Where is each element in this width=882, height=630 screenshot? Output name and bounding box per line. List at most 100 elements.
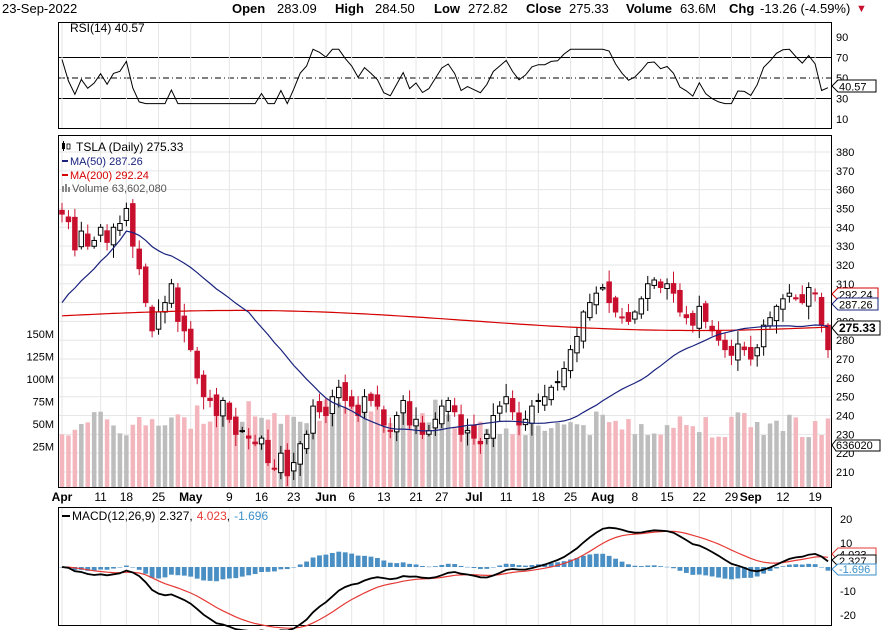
macd-hist-bar (394, 563, 400, 567)
candle-body (496, 405, 503, 414)
candle-body (490, 415, 497, 439)
volume-bar (587, 435, 593, 487)
macd-hist-bar (600, 553, 606, 567)
macd-hist-bar (181, 567, 187, 576)
ma200-legend: MA(200) 292.24 (70, 170, 149, 182)
macd-hist-bar (574, 557, 580, 567)
volume-bar (330, 400, 335, 487)
rsi-line (61, 48, 829, 105)
candle-body (760, 324, 767, 348)
high-value: 284.50 (375, 1, 415, 16)
svg-text:40.57: 40.57 (839, 82, 867, 94)
close-price-tag: 275.33 (831, 320, 881, 336)
candle-body (175, 287, 181, 322)
volume-legend: Volume 63,602,080 (72, 183, 167, 195)
volume-bar (291, 416, 296, 487)
volume-bar (555, 422, 560, 487)
macd-hist-bar (529, 564, 535, 567)
candle-body (239, 430, 245, 433)
volume-bar (349, 397, 354, 487)
macd-legend-signal: 4.023 (197, 509, 227, 523)
svg-text:636020: 636020 (836, 440, 873, 452)
volume-bar (491, 416, 496, 487)
volume-bar (188, 428, 193, 487)
macd-legend-sep1: , (189, 509, 192, 523)
candle-body (271, 467, 278, 470)
candle-body (799, 294, 806, 304)
macd-hist-bar (98, 567, 104, 570)
macd-hist-bar (304, 561, 310, 567)
macd-line (61, 526, 829, 630)
macd-hist-bar (259, 567, 264, 573)
volume-bar (407, 414, 412, 487)
close-label: Close (526, 1, 562, 16)
macd-legend-sep2: , (227, 509, 230, 523)
macd-hist-bar (683, 567, 689, 573)
candle-body (348, 396, 355, 407)
candle-body (690, 313, 696, 326)
volume-bar (323, 399, 329, 487)
volume-bar (239, 421, 245, 487)
candle-body (529, 405, 535, 424)
volume-bar (645, 435, 651, 487)
candle-body (451, 405, 458, 413)
candle-body (574, 335, 580, 354)
macd-hist-bar (664, 566, 670, 568)
candle-body (702, 303, 709, 322)
candle-body (773, 305, 780, 322)
macd-hist-bar (233, 567, 239, 579)
volume-bar (722, 437, 728, 487)
macd-legend-name: MACD(12,26,9) (72, 509, 155, 523)
volume-bar (317, 420, 322, 487)
candle-body (677, 289, 683, 313)
x-tick-label: 22 (693, 490, 707, 504)
volume-bar (671, 427, 676, 487)
macd-hist-bar (593, 553, 599, 567)
volume-bar (478, 421, 483, 487)
x-tick-label: 12 (776, 490, 790, 504)
candle-body (780, 298, 786, 310)
x-tick-label: 18 (120, 490, 134, 504)
candle-body (226, 402, 233, 420)
candle-body (741, 346, 748, 351)
x-tick-label: Jun (315, 490, 336, 504)
candle-body (632, 311, 638, 320)
macd-hist-bar (490, 567, 496, 568)
candle-body (561, 367, 567, 388)
candle-body (310, 405, 316, 434)
candle-body (361, 396, 368, 413)
macd-hist-bar (136, 567, 142, 570)
volume-bar (825, 418, 831, 487)
price-tick-label: 240 (836, 411, 854, 423)
volume-bar (548, 428, 554, 487)
candle-body (110, 226, 117, 246)
open-label: Open (232, 1, 266, 16)
price-tick-label: 370 (836, 166, 854, 178)
macd-hist-bar (149, 567, 155, 578)
macd-hist-bar (510, 563, 516, 567)
ma50-value-tag: 287.26 (831, 297, 879, 312)
price-tick-label: 210 (836, 467, 854, 479)
macd-hist-bar (214, 567, 219, 582)
macd-hist-bar (239, 567, 245, 577)
candle-body (767, 317, 773, 327)
macd-hist-bar (143, 567, 149, 574)
volume-bar (400, 407, 406, 487)
macd-hist-bar (284, 567, 290, 570)
x-tick-label: May (179, 490, 203, 504)
candle-body (123, 207, 130, 221)
price-tick-label: 350 (836, 203, 854, 215)
macd-hist-bar (432, 566, 438, 567)
candle-body (651, 279, 657, 286)
volume-bar (639, 424, 644, 487)
macd-panel (58, 507, 832, 626)
volume-bar (754, 422, 760, 487)
candle-body (59, 209, 65, 215)
macd-hist-bar (471, 567, 477, 569)
volume-bar (143, 425, 148, 487)
ma200-line (61, 309, 829, 332)
macd-hist-bar (561, 561, 567, 567)
price-tick-label: 250 (836, 392, 854, 404)
volume-bar (465, 427, 470, 487)
